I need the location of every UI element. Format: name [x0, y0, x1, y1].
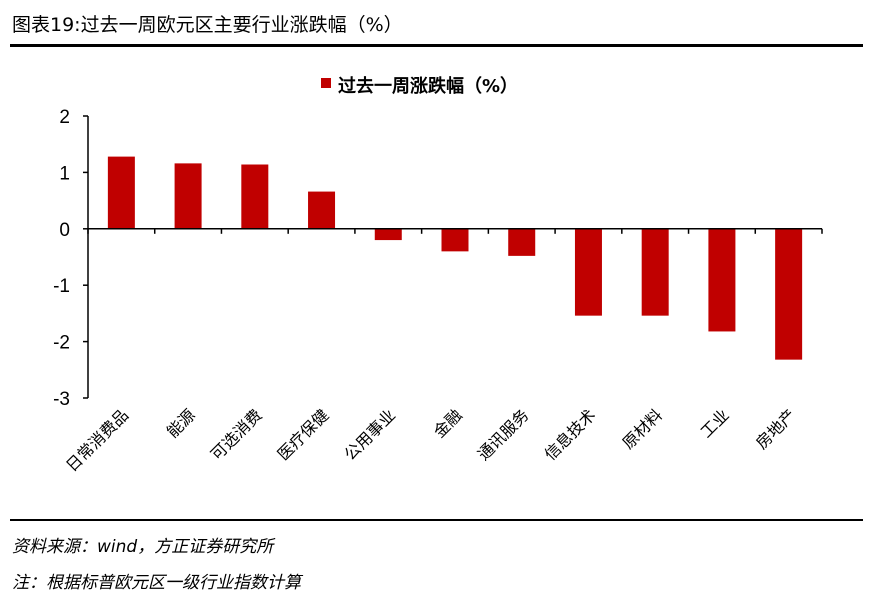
bar: [174, 163, 202, 229]
bar: [508, 228, 536, 256]
chart-legend: 过去一周涨跌幅（%）: [321, 75, 518, 97]
x-category-label: 可选消费: [207, 405, 266, 464]
y-tick-label: 2: [59, 107, 70, 128]
legend-swatch: [321, 78, 331, 88]
x-category-label: 医疗保健: [274, 405, 333, 464]
bar: [308, 191, 336, 229]
bar: [708, 228, 736, 332]
x-category-label: 公用事业: [340, 405, 399, 464]
y-tick-label: 0: [59, 220, 70, 241]
bar: [641, 228, 669, 316]
y-tick-label: 1: [59, 163, 70, 184]
remark-note: 注：根据标普欧元区一级行业指数计算: [12, 573, 301, 593]
footer-rule: [10, 519, 863, 521]
title-underline: [10, 44, 863, 47]
x-category-label: 工业: [697, 405, 733, 441]
y-tick-label: -1: [53, 276, 70, 297]
y-tick-label: -3: [53, 389, 70, 410]
bar: [775, 228, 803, 360]
bar-series: [107, 156, 803, 360]
x-category-label: 日常消费品: [62, 405, 132, 475]
bar: [374, 228, 402, 241]
x-category-label: 通讯服务: [474, 405, 533, 464]
figure-title: 图表19:过去一周欧元区主要行业涨跌幅（%）: [12, 14, 403, 36]
x-category-label: 房地产: [752, 405, 799, 452]
bar: [241, 164, 269, 229]
bar: [441, 228, 469, 252]
y-axis-ticks: 2 1 0 -1 -2 -3: [53, 107, 88, 410]
x-category-label: 信息技术: [541, 405, 600, 464]
bar: [574, 228, 602, 316]
x-axis-labels: 日常消费品 能源 可选消费 医疗保健 公用事业 金融 通讯服务 信息技术 原材料 工业 房地产: [62, 405, 799, 475]
legend-label: 过去一周涨跌幅（%）: [338, 75, 518, 97]
y-tick-label: -2: [53, 333, 70, 354]
x-axis-ticks: [87, 228, 823, 234]
x-category-label: 能源: [163, 405, 199, 441]
bar-chart: 过去一周涨跌幅（%） 2 1 0 -1 -2 -3 日常消费品 能源 可选消费 医疗保健 公用事业…: [53, 75, 823, 475]
x-category-label: 原材料: [619, 405, 666, 452]
x-category-label: 金融: [430, 405, 466, 441]
bar: [107, 156, 135, 229]
source-note: 资料来源：wind，方正证券研究所: [12, 537, 274, 557]
